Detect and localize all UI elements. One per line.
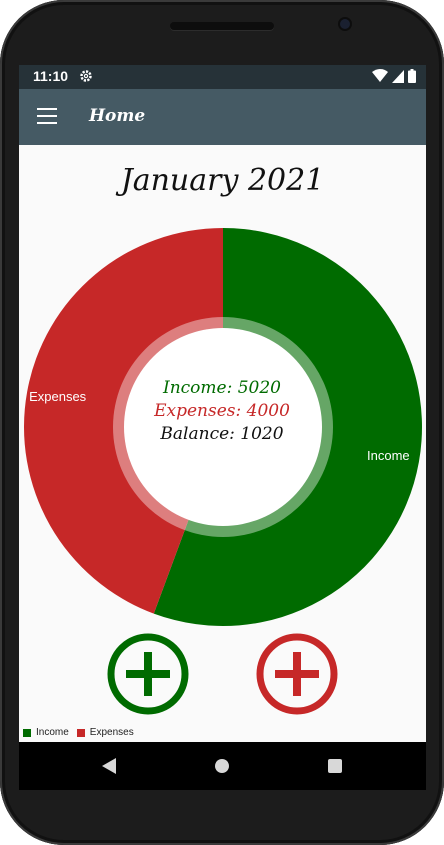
slice-expenses[interactable]	[23, 228, 224, 614]
chart-legend: Income Expenses	[23, 727, 142, 738]
screen: 11:10	[19, 65, 426, 790]
navigation-bar	[19, 742, 426, 790]
wifi-icon	[372, 69, 388, 88]
status-time: 11:10	[33, 68, 69, 84]
signal-icon	[392, 69, 404, 88]
legend-entry-expenses: Expenses	[76, 727, 134, 738]
app-bar: Home	[19, 89, 426, 145]
expenses-summary: Expenses: 4000	[154, 401, 290, 421]
slice-label-income: Income	[367, 448, 410, 463]
status-icons	[372, 69, 416, 88]
home-icon[interactable]	[215, 759, 229, 773]
plus-circle-icon	[256, 633, 338, 715]
legend-entry-income: Income	[23, 727, 69, 738]
slice-label-expenses: Expenses	[29, 389, 87, 404]
legend-swatch	[23, 728, 31, 737]
battery-icon	[408, 69, 416, 88]
add-income-button[interactable]	[107, 633, 189, 715]
back-icon[interactable]	[101, 757, 117, 780]
recent-apps-icon[interactable]	[328, 759, 342, 773]
status-bar: 11:10	[19, 65, 426, 89]
plus-circle-icon	[107, 633, 189, 715]
donut-hole	[124, 328, 322, 526]
month-title: January 2021	[120, 163, 325, 198]
front-camera	[340, 19, 350, 29]
donut-chart: Income Expenses	[23, 228, 423, 626]
balance-summary: Balance: 1020	[160, 424, 284, 444]
summary-text: Income: 5020 Expenses: 4000 Balance: 102…	[122, 377, 322, 446]
add-expense-button[interactable]	[256, 633, 338, 715]
speaker-grille	[170, 22, 274, 30]
income-summary: Income: 5020	[163, 378, 281, 398]
app-title: Home	[89, 106, 146, 126]
legend-label: Expenses	[89, 727, 134, 738]
legend-label: Income	[36, 727, 69, 738]
legend-swatch	[76, 728, 85, 737]
hamburger-menu-icon[interactable]	[37, 108, 57, 124]
gear-icon	[79, 69, 93, 88]
